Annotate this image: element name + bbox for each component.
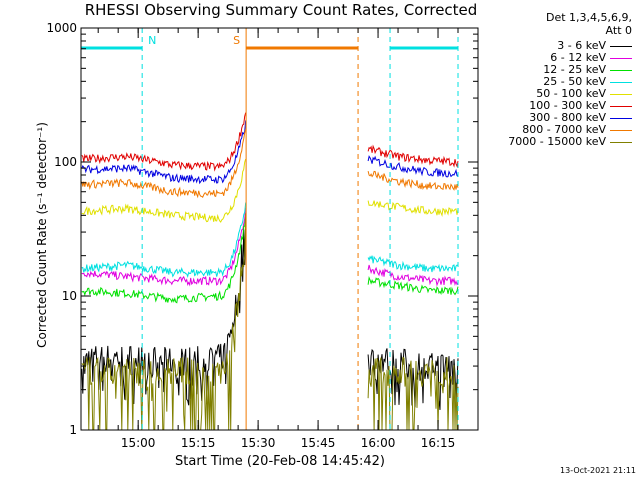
series-line-pre — [81, 207, 247, 287]
legend-swatch — [610, 82, 632, 83]
series-line-pre — [81, 229, 247, 406]
legend-entry: 50 - 100 keV — [470, 88, 636, 100]
x-axis-label: Start Time (20-Feb-08 14:45:42) — [175, 454, 385, 469]
chart-title: RHESSI Observing Summary Count Rates, Co… — [84, 1, 478, 19]
flag-label: N — [148, 34, 156, 47]
y-tick-label: 1000 — [46, 21, 77, 35]
legend-swatch — [610, 130, 632, 131]
series-line-post — [367, 264, 459, 287]
series-line-post — [367, 200, 459, 217]
legend-label: 3 - 6 keV — [557, 39, 606, 52]
legend-entry: 800 - 7000 keV — [470, 124, 636, 136]
x-tick-label: 16:15 — [421, 436, 456, 450]
y-tick-label: 1 — [69, 423, 77, 437]
legend-label: 300 - 800 keV — [529, 111, 606, 124]
legend-entry: 12 - 25 keV — [470, 64, 636, 76]
series-line-post — [367, 255, 459, 273]
series-line-pre — [81, 202, 247, 279]
legend-swatch — [610, 46, 632, 47]
legend-label: 12 - 25 keV — [543, 63, 606, 76]
legend-entry: 6 - 12 keV — [470, 52, 636, 64]
x-tick-label: 15:00 — [121, 436, 156, 450]
legend-label: 50 - 100 keV — [536, 87, 606, 100]
legend-label: 800 - 7000 keV — [522, 123, 606, 136]
series-line-pre — [81, 213, 247, 431]
series-line-post — [367, 276, 459, 296]
legend: 3 - 6 keV 6 - 12 keV 12 - 25 keV 25 - 50 ke… — [470, 40, 636, 148]
y-tick-label: 10 — [62, 289, 77, 303]
series-line-post — [367, 144, 459, 168]
legend-entry: 7000 - 15000 keV — [470, 136, 636, 148]
legend-entry: 300 - 800 keV — [470, 112, 636, 124]
series-line-post — [367, 155, 459, 178]
legend-label: 7000 - 15000 keV — [508, 135, 606, 148]
y-axis-label: Corrected Count Rate (s⁻¹ detector⁻¹) — [35, 122, 49, 348]
series-line-pre — [81, 158, 247, 223]
legend-label: 25 - 50 keV — [543, 75, 606, 88]
legend-label: 100 - 300 keV — [529, 99, 606, 112]
y-tick-label: 100 — [54, 155, 77, 169]
series-line-pre — [81, 120, 247, 185]
legend-swatch — [610, 106, 632, 107]
series-line-post — [367, 348, 459, 410]
plot-frame — [80, 27, 479, 431]
flag-label: S — [233, 34, 240, 47]
x-tick-label: 16:00 — [361, 436, 396, 450]
x-tick-label: 15:45 — [301, 436, 336, 450]
series-line-pre — [81, 129, 247, 199]
series-line-pre — [81, 112, 247, 172]
legend-entry: 100 - 300 keV — [470, 100, 636, 112]
legend-swatch — [610, 70, 632, 71]
legend-swatch — [610, 94, 632, 95]
detector-list: Det 1,3,4,5,6,9, — [545, 11, 632, 24]
timestamp: 13-Oct-2021 21:11 — [560, 466, 636, 475]
series-line-post — [367, 170, 459, 191]
legend-swatch — [610, 118, 632, 119]
attenuator-state: Att 0 — [605, 24, 632, 37]
legend-entry: 3 - 6 keV — [470, 40, 636, 52]
legend-swatch — [610, 142, 632, 143]
series-line-pre — [81, 216, 247, 304]
legend-label: 6 - 12 keV — [550, 51, 606, 64]
legend-swatch — [610, 58, 632, 59]
x-tick-label: 15:30 — [241, 436, 276, 450]
legend-entry: 25 - 50 keV — [470, 76, 636, 88]
x-tick-label: 15:15 — [181, 436, 216, 450]
